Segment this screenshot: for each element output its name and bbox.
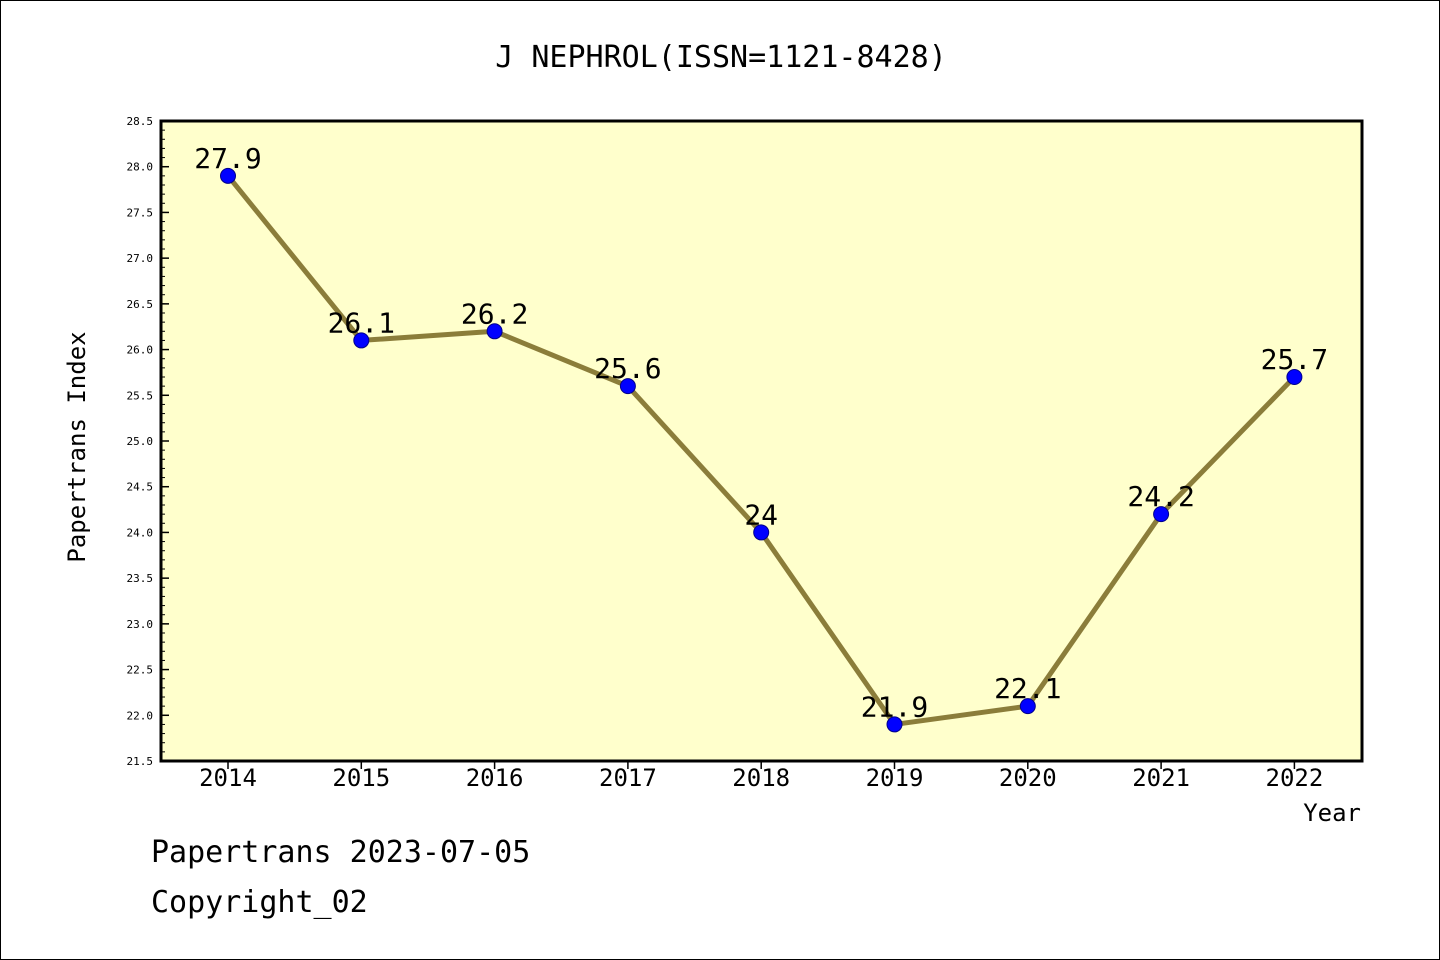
x-tick-label: 2021	[1132, 764, 1190, 792]
x-tick-label: 2015	[332, 764, 390, 792]
y-tick-label: 24.0	[127, 526, 154, 539]
data-label: 26.1	[328, 306, 395, 339]
y-tick-label: 22.0	[127, 709, 154, 722]
y-tick-label: 22.5	[127, 664, 154, 677]
y-tick-label: 27.5	[127, 206, 154, 219]
data-label: 24	[744, 498, 778, 531]
data-label: 25.6	[594, 352, 661, 385]
y-tick-label: 23.0	[127, 618, 154, 631]
y-axis-title: Papertrans Index	[63, 331, 91, 562]
data-point	[486, 323, 503, 340]
data-label: 22.1	[994, 672, 1061, 705]
data-label: 26.2	[461, 297, 528, 330]
x-tick-label: 2016	[466, 764, 524, 792]
y-axis: 21.5 22.0 22.5 23.0 23.5 24.0 24.5 25.0 25.5 26.0…	[127, 115, 169, 768]
data-point	[353, 332, 370, 349]
data-label: 21.9	[861, 690, 928, 723]
y-tick-label: 28.5	[127, 115, 154, 128]
data-labels: 27.9 26.1 26.2 25.6 24 21.9 22.1 24.2 25.7	[194, 142, 1328, 724]
y-tick-label: 24.5	[127, 481, 154, 494]
footer-date-line: Papertrans 2023-07-05	[151, 835, 531, 870]
data-point	[1286, 369, 1303, 385]
data-label: 24.2	[1127, 480, 1194, 513]
data-label: 27.9	[194, 142, 261, 175]
data-point	[753, 524, 770, 541]
data-point	[1153, 506, 1170, 523]
y-tick-label: 27.0	[127, 252, 154, 265]
y-tick-label: 25.5	[127, 389, 154, 402]
x-tick-label: 2020	[999, 764, 1057, 792]
x-tick-label: 2014	[199, 764, 257, 792]
plot-area	[159, 119, 1364, 763]
y-tick-label: 21.5	[127, 755, 154, 768]
data-markers	[220, 167, 1303, 733]
x-tick-label: 2022	[1266, 764, 1324, 792]
y-tick-label: 28.0	[127, 161, 154, 174]
chart-title: J NEPHROL(ISSN=1121-8428)	[495, 40, 947, 75]
x-tick-label: 2019	[866, 764, 924, 792]
x-tick-label: 2017	[599, 764, 657, 792]
data-label: 25.7	[1261, 343, 1328, 376]
data-point	[1019, 698, 1036, 715]
y-tick-label: 25.0	[127, 435, 154, 448]
x-axis: 2014 2015 2016 2017 2018 2019 2020 2021 2022	[199, 761, 1323, 792]
y-tick-label: 26.5	[127, 298, 154, 311]
y-tick-label: 23.5	[127, 572, 154, 585]
data-point	[886, 716, 903, 733]
x-axis-title: Year	[1303, 799, 1361, 827]
x-tick-label: 2018	[732, 764, 790, 792]
footer-copyright-line: Copyright_02	[151, 885, 368, 920]
y-tick-label: 26.0	[127, 344, 154, 357]
data-point	[220, 167, 236, 184]
data-point	[619, 378, 636, 395]
